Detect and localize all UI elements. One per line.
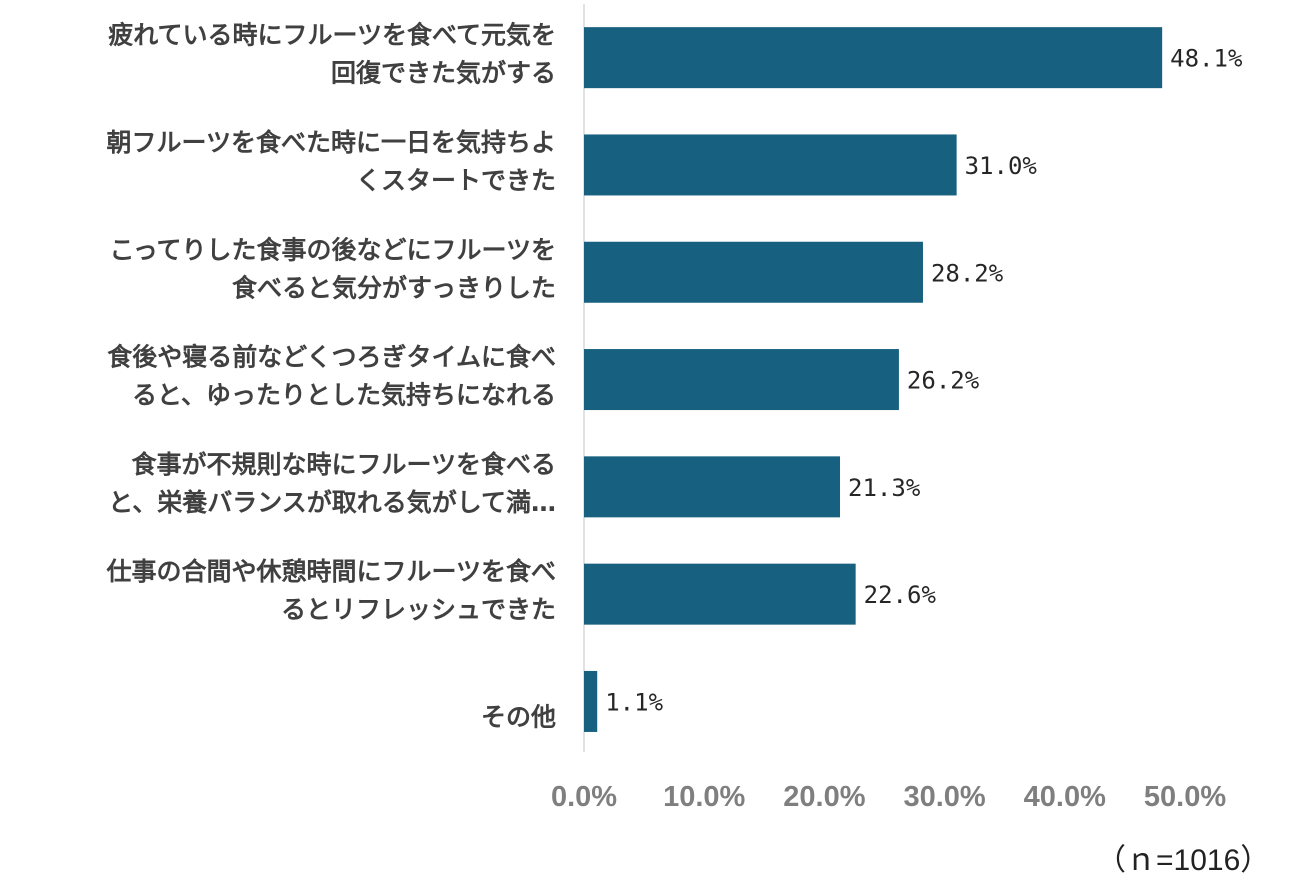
- category-label-7-line-2: その他: [481, 702, 556, 731]
- category-label-3-line-1: こってりした食事の後などにフルーツを: [109, 235, 556, 264]
- category-label-5-line-1: 食事が不規則な時にフルーツを食べる: [131, 450, 556, 479]
- x-tick-label-1: 0.0%: [551, 781, 617, 813]
- category-label-3-line-2: 食べると気分がすっきりした: [232, 273, 556, 302]
- category-label-2-line-2: くスタートできた: [356, 166, 556, 195]
- data-label-1: 48.1%: [1170, 45, 1243, 73]
- data-label-5: 21.3%: [848, 474, 921, 502]
- bar-6: [584, 563, 856, 625]
- x-tick-label-6: 50.0%: [1144, 781, 1226, 813]
- category-label-1-line-1: 疲れている時にフルーツを食べて元気を: [108, 21, 556, 50]
- sample-size-note: （ｎ=1016）: [1096, 844, 1271, 877]
- category-label-2-line-1: 朝フルーツを食べた時に一日を気持ちよ: [106, 128, 556, 157]
- x-tick-label-3: 20.0%: [783, 781, 865, 813]
- x-tick-label-4: 30.0%: [903, 781, 985, 813]
- bar-5: [584, 456, 841, 518]
- category-label-6-line-2: るとリフレッシュできた: [281, 595, 556, 624]
- bar-1: [584, 27, 1163, 89]
- data-label-3: 28.2%: [931, 259, 1004, 287]
- category-label-6-line-1: 仕事の合間や休憩時間にフルーツを食べ: [105, 557, 556, 586]
- data-label-6: 22.6%: [864, 581, 937, 609]
- data-label-2: 31.0%: [965, 152, 1038, 180]
- category-label-4-line-2: ると、ゆったりとした気持ちになれる: [132, 381, 556, 410]
- data-label-4: 26.2%: [907, 367, 980, 395]
- bar-2: [584, 134, 957, 196]
- bar-3: [584, 241, 923, 303]
- bar-7: [584, 670, 598, 732]
- category-label-4-line-1: 食後や寝る前などくつろぎタイムに食べ: [107, 343, 556, 372]
- x-tick-label-5: 40.0%: [1024, 781, 1106, 813]
- x-tick-label-2: 10.0%: [663, 781, 745, 813]
- data-label-7: 1.1%: [605, 688, 663, 716]
- category-label-5-line-2: と、栄養バランスが取れる気がして満…: [108, 488, 556, 517]
- category-label-1-line-2: 回復できた気がする: [331, 59, 556, 88]
- bar-4: [584, 349, 899, 411]
